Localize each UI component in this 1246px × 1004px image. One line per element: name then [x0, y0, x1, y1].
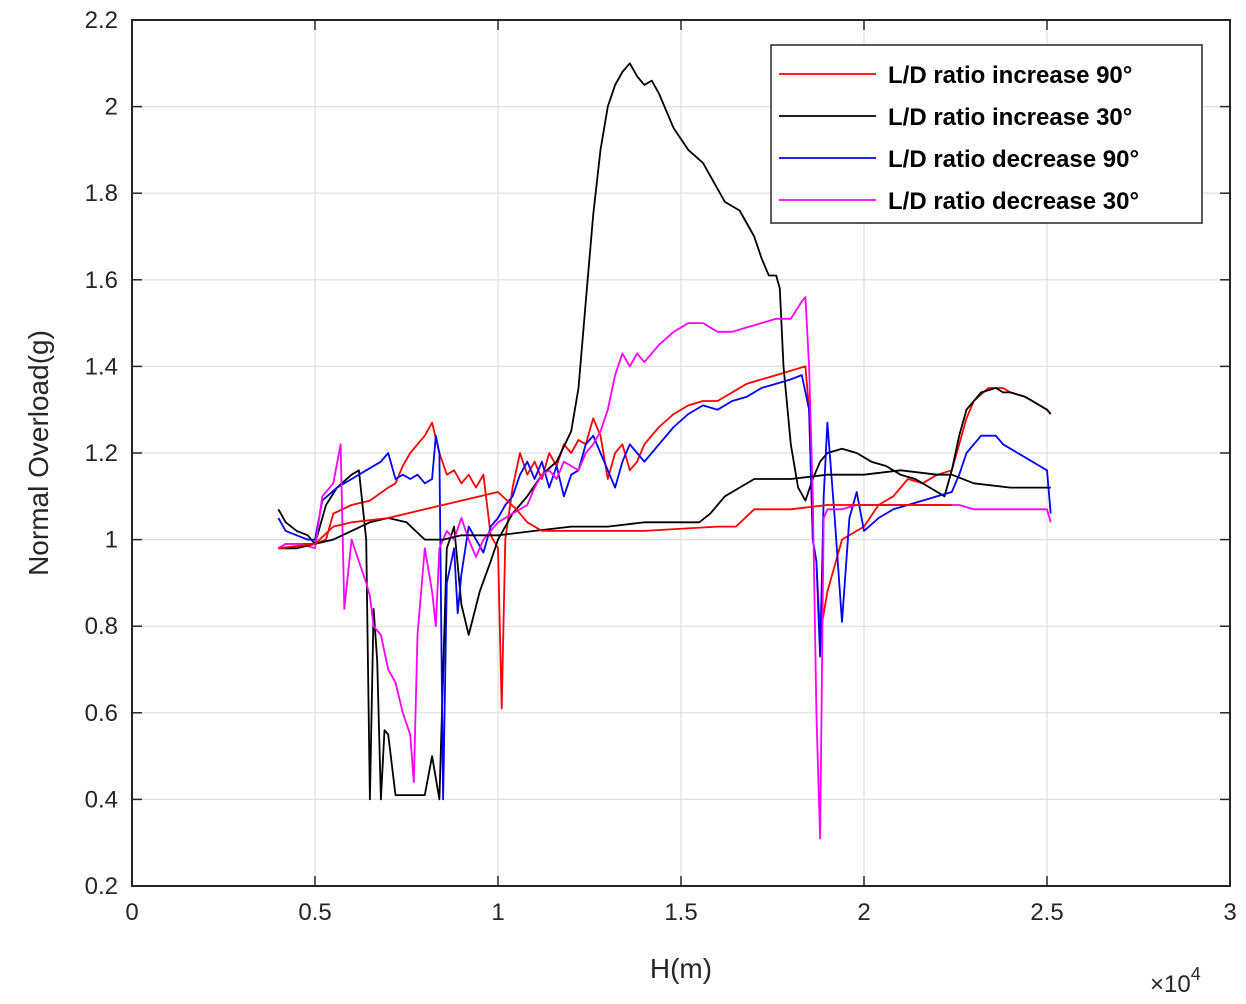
- y-tick-label: 2.2: [85, 7, 118, 34]
- x-tick-label: 1.5: [664, 899, 697, 926]
- series-line-4: [278, 469, 1051, 550]
- series-line-5: [278, 491, 952, 550]
- legend-label-3: L/D ratio decrease 30°: [888, 188, 1139, 215]
- y-tick-label: 0.8: [85, 613, 118, 640]
- series-line-1: [277, 62, 1052, 801]
- y-tick-label: 0.4: [85, 786, 118, 813]
- y-tick-label: 1.6: [85, 267, 118, 294]
- y-tick-label: 1.2: [85, 440, 118, 467]
- x-tick-label: 1: [491, 899, 504, 926]
- x-tick-label: 2.5: [1030, 899, 1063, 926]
- axis-ticks: 0 0.5 1 1.5 2 2.5 3 0.2 0.4 0.6 0.8 1 1.2 1.4 1.6 1.8 2 2…: [85, 7, 1237, 926]
- y-tick-label: 1: [105, 527, 118, 554]
- series-line-0: [277, 365, 1052, 710]
- y-tick-label: 0.6: [85, 700, 118, 727]
- legend: L/D ratio increase 90° L/D ratio increase…: [770, 44, 1203, 224]
- x-exponent-label: ×104: [1150, 964, 1201, 998]
- x-tick-label: 2: [857, 899, 870, 926]
- x-axis-label: H(m): [650, 953, 712, 984]
- x-tick-label: 3: [1223, 899, 1236, 926]
- x-tick-label: 0.5: [298, 899, 331, 926]
- x-exponent-power: 4: [1191, 964, 1201, 984]
- x-exponent-base: ×10: [1150, 971, 1191, 998]
- legend-label-1: L/D ratio increase 30°: [888, 104, 1132, 131]
- y-tick-label: 1.8: [85, 180, 118, 207]
- series-layer: [277, 62, 1052, 840]
- y-tick-label: 2: [105, 94, 118, 121]
- legend-label-2: L/D ratio decrease 90°: [888, 146, 1139, 173]
- legend-label-0: L/D ratio increase 90°: [888, 62, 1132, 89]
- series-line-2: [277, 374, 1052, 801]
- y-tick-label: 0.2: [85, 873, 118, 900]
- y-axis-label: Normal Overload(g): [23, 330, 54, 576]
- y-tick-label: 1.4: [85, 353, 118, 380]
- x-tick-label: 0: [125, 899, 138, 926]
